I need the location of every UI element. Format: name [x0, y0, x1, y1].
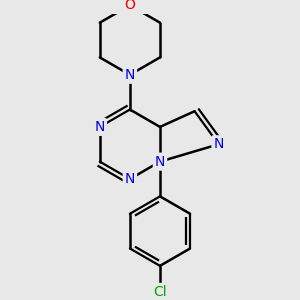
Text: N: N — [155, 154, 165, 169]
Text: N: N — [94, 120, 105, 134]
Text: N: N — [213, 137, 224, 151]
Text: O: O — [124, 0, 135, 12]
Text: N: N — [125, 68, 135, 82]
Text: Cl: Cl — [153, 285, 167, 299]
Text: N: N — [125, 172, 135, 186]
